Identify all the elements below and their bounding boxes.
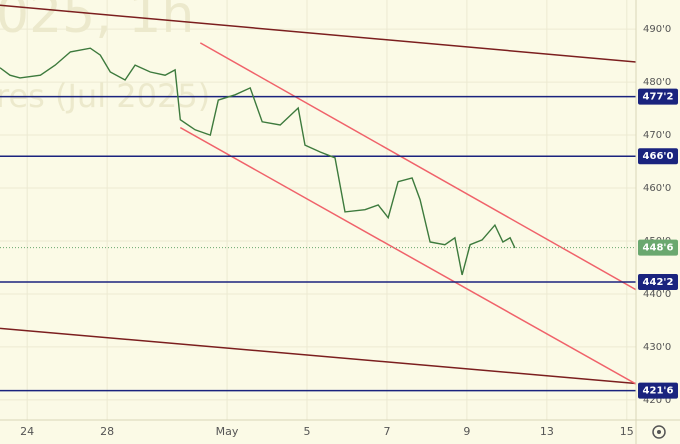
x-tick-label: 5 <box>304 425 311 438</box>
price-label: 448'6 <box>643 243 674 254</box>
trend-line <box>0 4 636 63</box>
settings-icon[interactable] <box>652 425 666 439</box>
x-tick-label: 13 <box>540 425 554 438</box>
x-tick-label: May <box>216 425 239 438</box>
trend-line <box>179 126 636 385</box>
price-label: 421'6 <box>643 386 674 397</box>
y-tick-label: 470'0 <box>643 130 671 141</box>
trend-line <box>0 327 636 385</box>
y-tick-label: 420'0 <box>643 395 671 406</box>
price-label-box <box>638 148 678 165</box>
y-tick-label: 480'0 <box>643 77 671 88</box>
y-tick-label: 440'0 <box>643 289 671 300</box>
x-tick-label: 7 <box>383 425 390 438</box>
price-line <box>0 47 516 276</box>
watermark: 025, 1h <box>0 0 194 45</box>
grid <box>0 0 636 420</box>
axes: 420'0430'0440'0450'0460'0470'0480'0490'0… <box>20 24 678 438</box>
price-label-box <box>638 88 678 105</box>
price-label: 442'2 <box>643 277 674 288</box>
y-tick-label: 490'0 <box>643 24 671 35</box>
y-tick-label: 460'0 <box>643 183 671 194</box>
plot-area <box>0 4 636 392</box>
price-label: 466'0 <box>643 151 674 162</box>
price-label-box <box>638 382 678 399</box>
x-tick-label: 15 <box>620 425 634 438</box>
x-tick-label: 24 <box>20 425 34 438</box>
price-label: 477'2 <box>643 92 674 103</box>
y-tick-label: 430'0 <box>643 342 671 353</box>
price-label-box <box>638 239 678 256</box>
x-tick-label: 9 <box>463 425 470 438</box>
x-tick-label: 28 <box>100 425 114 438</box>
settings-icon-center <box>657 430 661 434</box>
price-label-box <box>638 274 678 291</box>
trend-line <box>199 42 636 291</box>
